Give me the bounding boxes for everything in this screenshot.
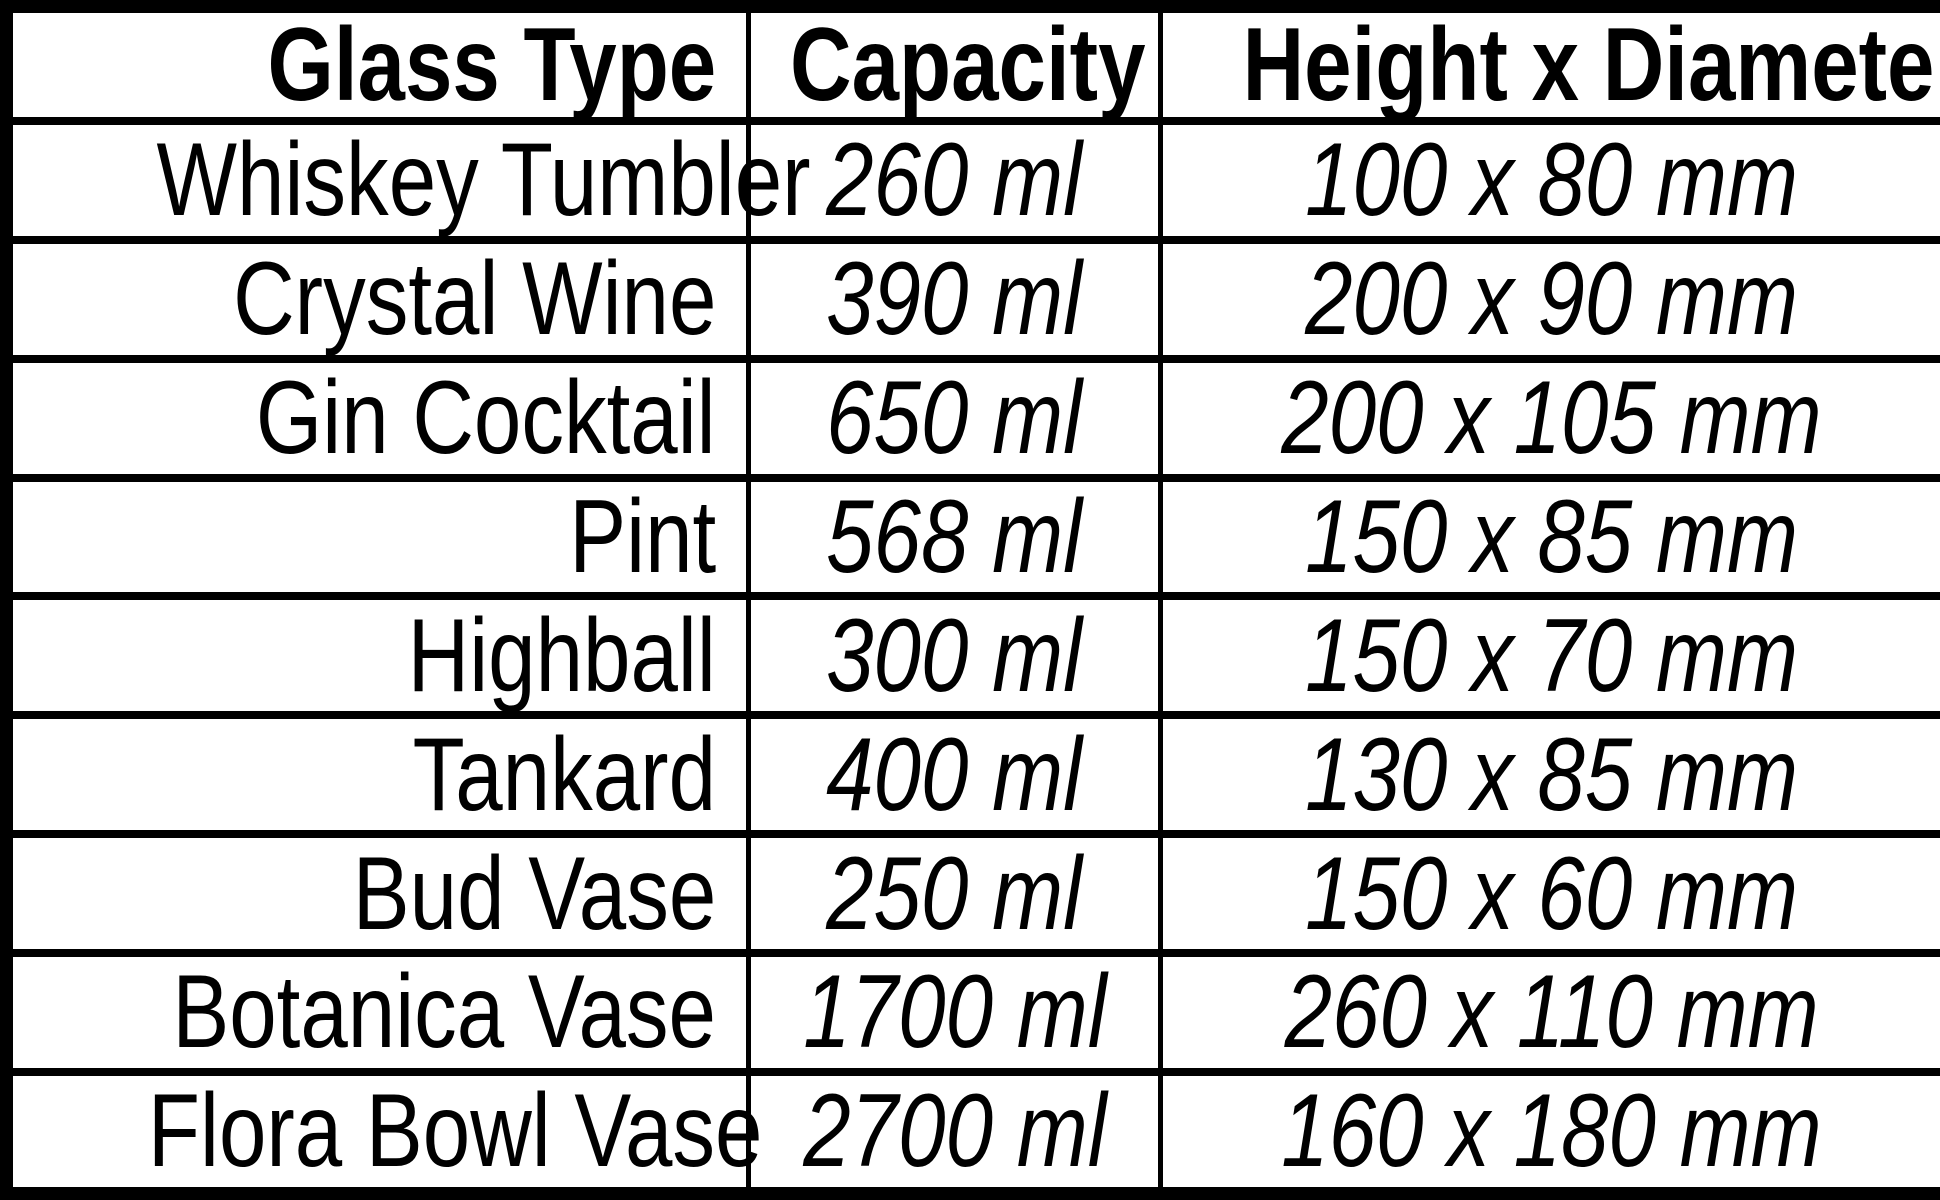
- column-header-capacity-label: Capacity: [790, 7, 1146, 123]
- glass-type-value: Crystal Wine: [232, 241, 716, 358]
- column-header-height-x-diameter: Height x Diameter: [1158, 2, 1940, 125]
- capacity-value: 2700 ml: [802, 1073, 1107, 1190]
- glass-type-cell: Botanica Vase: [4, 949, 751, 1076]
- dimensions-cell: 260 x 110 mm: [1158, 949, 1940, 1076]
- glass-type-cell: Crystal Wine: [4, 235, 751, 363]
- table-row: Highball 300 ml 150 x 70 mm: [4, 592, 1940, 720]
- dimensions-value: 150 x 85 mm: [1305, 479, 1798, 595]
- glass-type-value: Pint: [569, 479, 716, 595]
- dimensions-value: 150 x 60 mm: [1305, 835, 1798, 952]
- capacity-cell: 2700 ml: [746, 1067, 1163, 1198]
- dimensions-value: 200 x 105 mm: [1281, 360, 1822, 477]
- table-row: Tankard 400 ml 130 x 85 mm: [4, 711, 1940, 839]
- glass-type-cell: Highball: [4, 592, 751, 720]
- capacity-cell: 1700 ml: [746, 949, 1163, 1076]
- glass-type-value: Highball: [407, 597, 716, 714]
- glass-type-value: Bud Vase: [352, 835, 716, 952]
- column-header-capacity: Capacity: [746, 2, 1163, 125]
- capacity-value: 260 ml: [826, 122, 1083, 239]
- table-row: Flora Bowl Vase 2700 ml 160 x 180 mm: [4, 1067, 1940, 1198]
- dimensions-cell: 100 x 80 mm: [1158, 117, 1940, 244]
- capacity-cell: 650 ml: [746, 354, 1163, 482]
- capacity-value: 568 ml: [826, 479, 1083, 595]
- glass-type-cell: Flora Bowl Vase: [4, 1067, 762, 1198]
- dimensions-value: 130 x 85 mm: [1305, 716, 1798, 833]
- table-row: Pint 568 ml 150 x 85 mm: [4, 473, 1940, 601]
- dimensions-cell: 200 x 105 mm: [1158, 354, 1940, 482]
- table-row: Botanica Vase 1700 ml 260 x 110 mm: [4, 949, 1940, 1076]
- capacity-value: 1700 ml: [802, 954, 1107, 1071]
- glass-type-value: Tankard: [412, 716, 716, 833]
- capacity-value: 400 ml: [826, 716, 1083, 833]
- glass-type-value: Flora Bowl Vase: [147, 1073, 763, 1190]
- dimensions-cell: 160 x 180 mm: [1158, 1067, 1940, 1198]
- table-row: Gin Cocktail 650 ml 200 x 105 mm: [4, 354, 1940, 482]
- glass-type-value: Botanica Vase: [172, 954, 716, 1071]
- glass-type-cell: Tankard: [4, 711, 751, 839]
- table-row: Whiskey Tumbler 260 ml 100 x 80 mm: [4, 117, 1940, 244]
- capacity-value: 390 ml: [826, 241, 1083, 358]
- glass-type-value: Whiskey Tumbler: [156, 122, 811, 239]
- glass-type-cell: Gin Cocktail: [4, 354, 751, 482]
- table-row: Bud Vase 250 ml 150 x 60 mm: [4, 830, 1940, 958]
- capacity-value: 650 ml: [826, 360, 1083, 477]
- dimensions-value: 260 x 110 mm: [1284, 954, 1819, 1071]
- column-header-height-x-diameter-label: Height x Diameter: [1242, 7, 1940, 123]
- dimensions-value: 160 x 180 mm: [1281, 1073, 1822, 1190]
- column-header-glass-type: Glass Type: [4, 2, 751, 125]
- dimensions-value: 150 x 70 mm: [1305, 597, 1798, 714]
- dimensions-value: 200 x 90 mm: [1305, 241, 1798, 358]
- glass-type-cell: Pint: [4, 473, 751, 601]
- dimensions-cell: 150 x 85 mm: [1158, 473, 1940, 601]
- dimensions-cell: 150 x 70 mm: [1158, 592, 1940, 720]
- capacity-cell: 400 ml: [746, 711, 1163, 839]
- header-row: Glass Type Capacity Height x Diameter: [4, 2, 1940, 125]
- capacity-value: 250 ml: [826, 835, 1083, 952]
- dimensions-cell: 200 x 90 mm: [1158, 235, 1940, 363]
- capacity-cell: 300 ml: [746, 592, 1163, 720]
- glass-type-cell: Bud Vase: [4, 830, 751, 958]
- glass-type-value: Gin Cocktail: [256, 360, 716, 477]
- capacity-cell: 260 ml: [746, 117, 1163, 244]
- column-header-glass-type-label: Glass Type: [267, 7, 716, 123]
- glass-type-cell: Whiskey Tumbler: [4, 117, 811, 244]
- dimensions-cell: 150 x 60 mm: [1158, 830, 1940, 958]
- capacity-value: 300 ml: [826, 597, 1083, 714]
- capacity-cell: 390 ml: [746, 235, 1163, 363]
- dimensions-cell: 130 x 85 mm: [1158, 711, 1940, 839]
- table-row: Crystal Wine 390 ml 200 x 90 mm: [4, 235, 1940, 363]
- dimensions-value: 100 x 80 mm: [1305, 122, 1798, 239]
- capacity-cell: 568 ml: [746, 473, 1163, 601]
- capacity-cell: 250 ml: [746, 830, 1163, 958]
